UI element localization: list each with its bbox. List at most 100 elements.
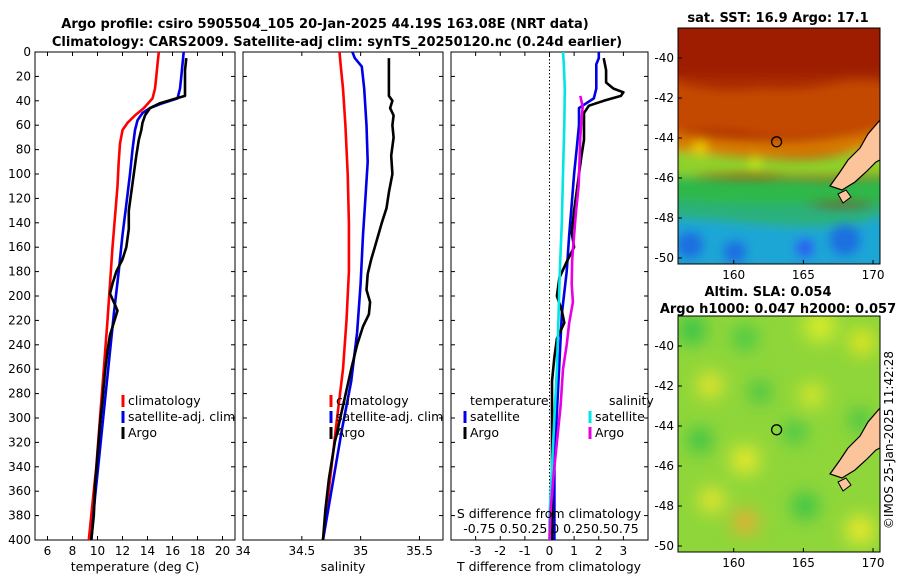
legend-label-climatology: climatology [128,393,201,408]
legend-label-climatology: climatology [336,393,409,408]
salinity-diff-axis-title: S difference from climatology [457,506,642,521]
series-line-satellite-adj-clim [90,52,185,540]
imos-credit: ©IMOS 25-Jan-2025 11:42:28 [882,351,896,529]
series-line-argo [90,57,188,540]
map-y-tick-label: -46 [654,459,674,473]
legend-label-satellite-adj: satellite-adj. clim [336,409,443,424]
x-tick-label: 10 [90,544,105,558]
sla-map [678,316,880,552]
series-line-satellite-temperature- [553,52,601,540]
x-tick-label: 8 [69,544,77,558]
sst-map-title: sat. SST: 16.9 Argo: 17.1 [687,11,868,26]
x-tick-label: 34.5 [288,544,315,558]
y-tick-label: 320 [8,435,31,449]
y-tick-label: 180 [8,265,31,279]
x-tick-label: -1 [519,544,531,558]
map-y-tick-label: -50 [654,251,674,265]
salinity-xlabel: salinity [321,559,366,574]
land-south-island [829,119,880,191]
map-x-tick-label: 165 [792,556,815,570]
legend-label-satellite-s: satellite [595,409,645,424]
x-tick-label: 34 [235,544,250,558]
legend-title-salinity: salinity [609,393,654,408]
y-tick-label: 340 [8,460,31,474]
map-y-tick-label: -42 [654,91,674,105]
series-line-argo-temperature- [550,57,625,540]
x-tick-label: 20 [215,544,230,558]
x-tick-label: 35 [353,544,368,558]
x-tick-label: 6 [44,544,52,558]
land-stewart-island [837,477,852,492]
y-tick-label: 140 [8,216,31,230]
difference-legend: temperature satellite Argo salinity sate… [463,393,654,440]
land-south-island [829,407,880,479]
salinity-legend: climatology satellite-adj. clim Argo [329,393,443,440]
map-y-tick-label: -42 [654,379,674,393]
series-line-satellite-adj-clim [321,52,369,540]
salinity-diff-axis-ticks: -0.75 0.50.25 0 0.250.50.75 [463,521,638,536]
legend-label-argo: Argo [128,425,157,440]
y-tick-label: 0 [23,45,31,59]
x-tick-label: 18 [190,544,205,558]
y-tick-label: 100 [8,167,31,181]
series-line-satellite-salinity- [548,52,567,540]
tick-layer: 0204060801001201401601802002202402602803… [8,45,648,558]
y-tick-label: 280 [8,387,31,401]
y-tick-label: 220 [8,313,31,327]
x-tick-label: -3 [470,544,482,558]
map-y-tick-label: -48 [654,499,674,513]
y-tick-label: 160 [8,240,31,254]
map-x-tick-label: 170 [862,556,885,570]
y-tick-label: 400 [8,533,31,547]
legend-label-satellite-adj: satellite-adj. clim [128,409,235,424]
sst-map-frame [677,27,881,265]
legend-label-argo-t: Argo [470,425,499,440]
x-tick-label: -2 [494,544,506,558]
x-tick-label: 14 [140,544,155,558]
legend-title-temperature: temperature [470,393,549,408]
map-y-tick-label: -40 [654,339,674,353]
map-y-tick-label: -44 [654,419,674,433]
temperature-legend: climatology satellite-adj. clim Argo [121,393,235,440]
map-y-tick-label: -48 [654,211,674,225]
x-tick-label: 3 [620,544,628,558]
y-tick-label: 380 [8,509,31,523]
sst-argo-location-marker [770,136,783,148]
series-line-argo-salinity- [548,95,584,540]
legend-label-argo: Argo [336,425,365,440]
land-stewart-island [837,189,852,204]
map-x-tick-label: 165 [792,268,815,282]
y-tick-label: 240 [8,338,31,352]
y-tick-label: 200 [8,289,31,303]
x-tick-label: 35.5 [406,544,433,558]
x-tick-label: 2 [595,544,603,558]
salinity-axes [242,51,444,541]
y-tick-label: 80 [16,143,31,157]
map-y-tick-label: -44 [654,131,674,145]
sla-map-frame [677,315,881,553]
legend-label-satellite-t: satellite [470,409,520,424]
y-tick-label: 300 [8,411,31,425]
sla-argo-location-marker [770,424,783,436]
y-tick-label: 260 [8,362,31,376]
sla-map-title-line2: Argo h1000: 0.047 h2000: 0.057 [660,302,896,317]
y-tick-label: 60 [16,118,31,132]
sla-map-title-line1: Altim. SLA: 0.054 [705,285,832,300]
difference-axes [450,51,649,541]
salinity-series-group [321,52,395,540]
map-tick-layer: 160 165 170 -40 -42 -44 -46 -48 -50 160 165 170 -40 -… [654,51,884,570]
temperature-xlabel: temperature (deg C) [71,559,200,574]
y-tick-label: 40 [16,94,31,108]
map-y-tick-label: -40 [654,51,674,65]
y-tick-label: 20 [16,69,31,83]
sst-map [678,28,880,264]
map-x-tick-label: 160 [722,556,745,570]
series-line-climatology [321,52,351,540]
difference-series-group [548,52,625,540]
map-x-tick-label: 170 [862,268,885,282]
x-tick-label: 0 [546,544,554,558]
figure-title-line2: Climatology: CARS2009. Satellite-adj cli… [52,35,622,50]
map-x-tick-label: 160 [722,268,745,282]
temperature-series-group [87,52,188,540]
